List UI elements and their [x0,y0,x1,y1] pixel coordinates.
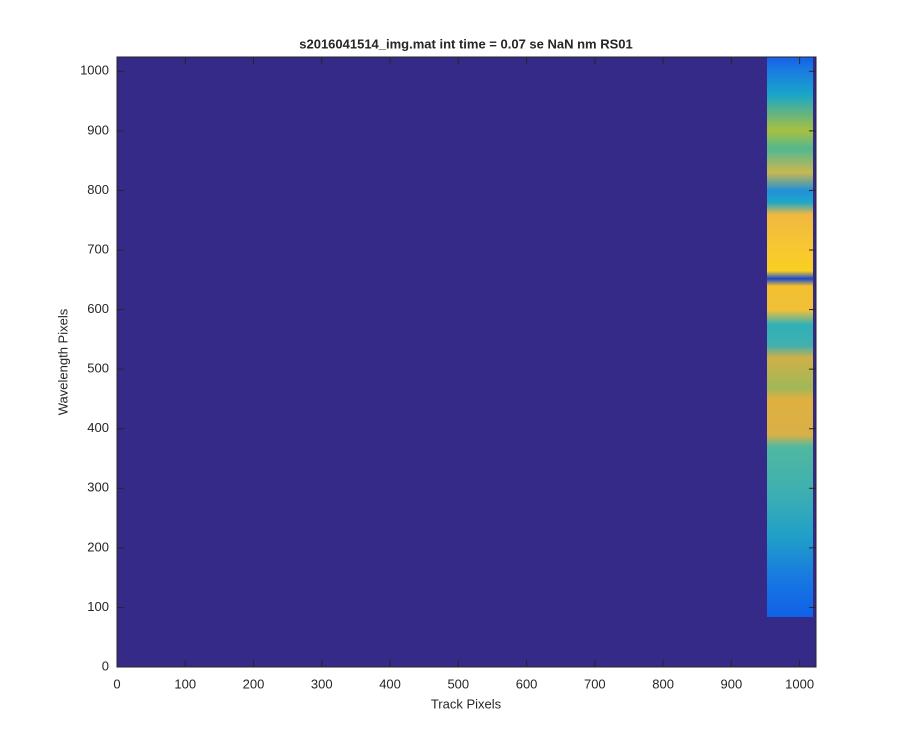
y-tick-label: 500 [87,361,109,376]
x-tick-label: 400 [379,676,401,691]
image-band [767,57,813,617]
y-tick-label: 1000 [80,63,109,78]
x-tick-label: 600 [516,676,538,691]
y-tick-label: 300 [87,480,109,495]
y-tick-label: 800 [87,182,109,197]
y-tick-label: 200 [87,539,109,554]
x-tick-label: 800 [652,676,674,691]
x-tick-label: 200 [243,676,265,691]
x-tick-label: 100 [174,676,196,691]
y-tick-label: 100 [87,599,109,614]
y-axis-label: Wavelength Pixels [55,308,70,415]
x-tick-label: 700 [584,676,606,691]
chart-title: s2016041514_img.mat int time = 0.07 se N… [299,36,633,51]
y-tick-label: 900 [87,122,109,137]
y-tick-label: 400 [87,420,109,435]
y-tick-label: 700 [87,241,109,256]
axes-box [116,56,817,668]
x-tick-label: 300 [311,676,333,691]
image-background [117,57,816,667]
y-tick-label: 600 [87,301,109,316]
x-tick-label: 1000 [785,676,814,691]
x-tick-label: 900 [721,676,743,691]
y-tick-label: 0 [102,658,109,673]
x-tick-label: 500 [447,676,469,691]
x-tick-label: 0 [113,676,120,691]
x-axis-label: Track Pixels [431,696,502,711]
